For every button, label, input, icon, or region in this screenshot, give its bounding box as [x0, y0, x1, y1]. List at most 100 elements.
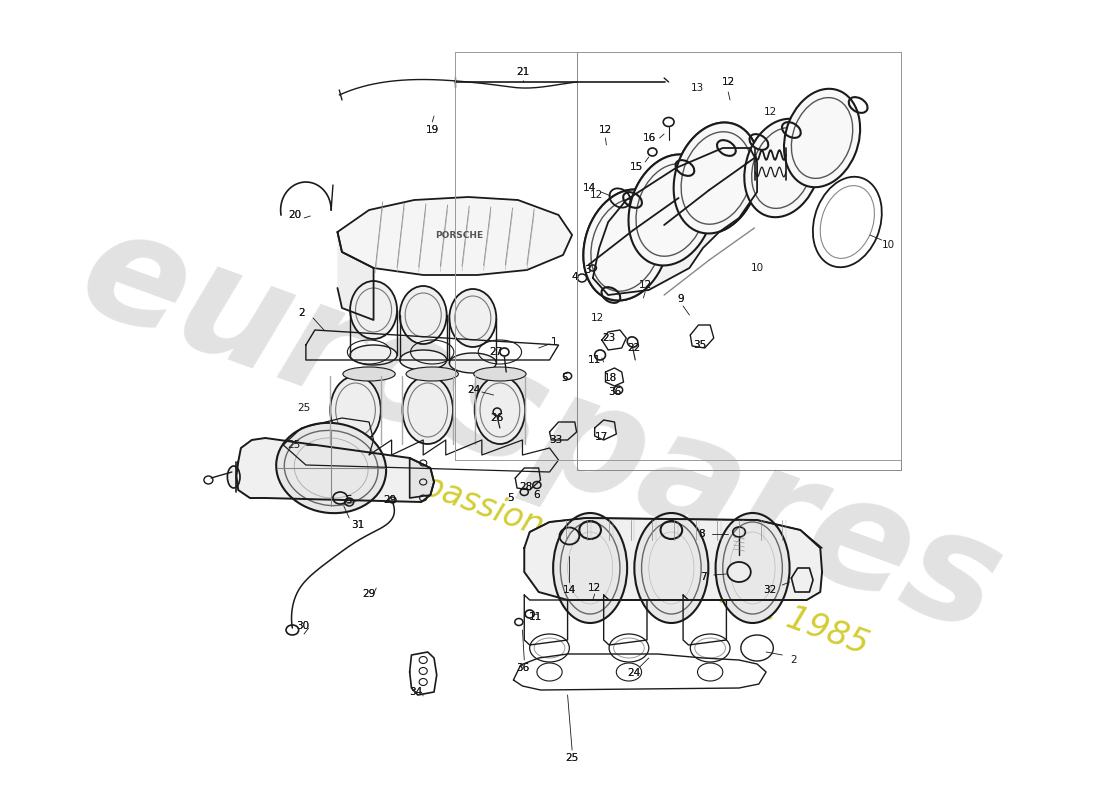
Ellipse shape [450, 289, 496, 347]
Text: 28: 28 [519, 482, 532, 492]
Text: 26: 26 [491, 413, 504, 423]
Text: 19: 19 [426, 125, 439, 135]
Text: 33: 33 [549, 435, 562, 445]
Ellipse shape [330, 376, 381, 444]
Text: 15: 15 [629, 162, 642, 172]
Text: 29: 29 [383, 495, 396, 505]
Text: 12: 12 [639, 280, 652, 290]
Ellipse shape [583, 190, 669, 301]
Ellipse shape [228, 466, 240, 488]
Text: 12: 12 [598, 125, 612, 135]
Text: 5: 5 [345, 495, 352, 505]
Text: 9: 9 [678, 294, 684, 304]
Ellipse shape [350, 281, 397, 339]
Text: 14: 14 [563, 585, 576, 595]
Text: 14: 14 [583, 183, 596, 193]
Text: 36: 36 [608, 387, 622, 397]
Ellipse shape [450, 353, 496, 373]
Text: 6: 6 [534, 490, 540, 500]
Text: 11: 11 [588, 355, 602, 365]
Ellipse shape [474, 376, 525, 444]
Text: 12: 12 [722, 77, 735, 87]
Text: 5: 5 [562, 373, 569, 383]
Text: 22: 22 [628, 343, 641, 353]
Text: 1: 1 [551, 337, 558, 347]
Text: 2: 2 [790, 655, 796, 665]
Text: 31: 31 [351, 520, 364, 530]
Text: 34: 34 [409, 687, 422, 697]
Polygon shape [593, 148, 757, 295]
Polygon shape [236, 438, 434, 502]
Text: 21: 21 [517, 67, 530, 77]
Text: 23: 23 [603, 333, 616, 343]
Text: 36: 36 [516, 663, 529, 673]
Text: 29: 29 [383, 495, 396, 505]
Text: 13: 13 [691, 83, 704, 93]
Text: 22: 22 [628, 343, 641, 353]
Text: 35: 35 [693, 340, 706, 350]
Polygon shape [338, 197, 572, 275]
Ellipse shape [628, 154, 714, 266]
Text: 12: 12 [588, 583, 602, 593]
Text: 29: 29 [362, 589, 376, 599]
Ellipse shape [403, 376, 453, 444]
Text: 5: 5 [507, 493, 514, 503]
Ellipse shape [583, 190, 669, 301]
Text: 16: 16 [644, 133, 657, 143]
Text: 14: 14 [563, 585, 576, 595]
Text: 1: 1 [551, 337, 558, 347]
Ellipse shape [406, 367, 459, 381]
Text: 12: 12 [590, 190, 603, 200]
Text: 32: 32 [763, 585, 777, 595]
Text: 18: 18 [604, 373, 617, 383]
Text: 7: 7 [700, 572, 706, 582]
Text: 2: 2 [298, 308, 305, 318]
Text: 27: 27 [488, 347, 502, 357]
Text: 15: 15 [629, 162, 642, 172]
Text: 8: 8 [697, 529, 704, 539]
Text: 10: 10 [881, 240, 894, 250]
Polygon shape [525, 518, 822, 600]
Text: 20: 20 [288, 210, 301, 220]
Ellipse shape [474, 367, 526, 381]
Ellipse shape [716, 513, 790, 623]
Text: 36: 36 [516, 663, 529, 673]
Text: 30: 30 [296, 621, 309, 631]
Text: 8: 8 [697, 529, 704, 539]
Text: 12: 12 [639, 280, 652, 290]
Text: 12: 12 [591, 313, 604, 323]
Ellipse shape [673, 122, 759, 234]
Text: 17: 17 [595, 432, 608, 442]
Text: 3: 3 [584, 265, 591, 275]
Ellipse shape [350, 345, 397, 365]
Text: 27: 27 [488, 347, 502, 357]
Text: 24: 24 [468, 385, 481, 395]
Text: 25: 25 [565, 753, 579, 763]
Text: 12: 12 [764, 107, 778, 117]
Text: 23: 23 [603, 333, 616, 343]
Text: 36: 36 [608, 387, 622, 397]
Text: 12: 12 [598, 125, 612, 135]
Text: 12: 12 [588, 583, 602, 593]
Text: 2: 2 [298, 308, 305, 318]
Text: 14: 14 [583, 183, 596, 193]
Text: 25: 25 [565, 753, 579, 763]
Text: 11: 11 [528, 612, 541, 622]
Text: 5: 5 [507, 493, 514, 503]
Text: 4: 4 [572, 272, 579, 282]
Ellipse shape [343, 367, 395, 381]
Text: 30: 30 [296, 621, 309, 631]
Text: 17: 17 [595, 432, 608, 442]
Text: 24: 24 [628, 668, 641, 678]
Text: 25: 25 [287, 440, 300, 450]
Ellipse shape [784, 89, 860, 187]
Text: 26: 26 [491, 413, 504, 423]
Text: 16: 16 [644, 133, 657, 143]
Ellipse shape [745, 118, 821, 218]
Polygon shape [338, 232, 374, 320]
Text: 5: 5 [562, 373, 569, 383]
Text: 24: 24 [628, 668, 641, 678]
Text: 31: 31 [351, 520, 364, 530]
Text: 32: 32 [763, 585, 777, 595]
Text: 35: 35 [693, 340, 706, 350]
